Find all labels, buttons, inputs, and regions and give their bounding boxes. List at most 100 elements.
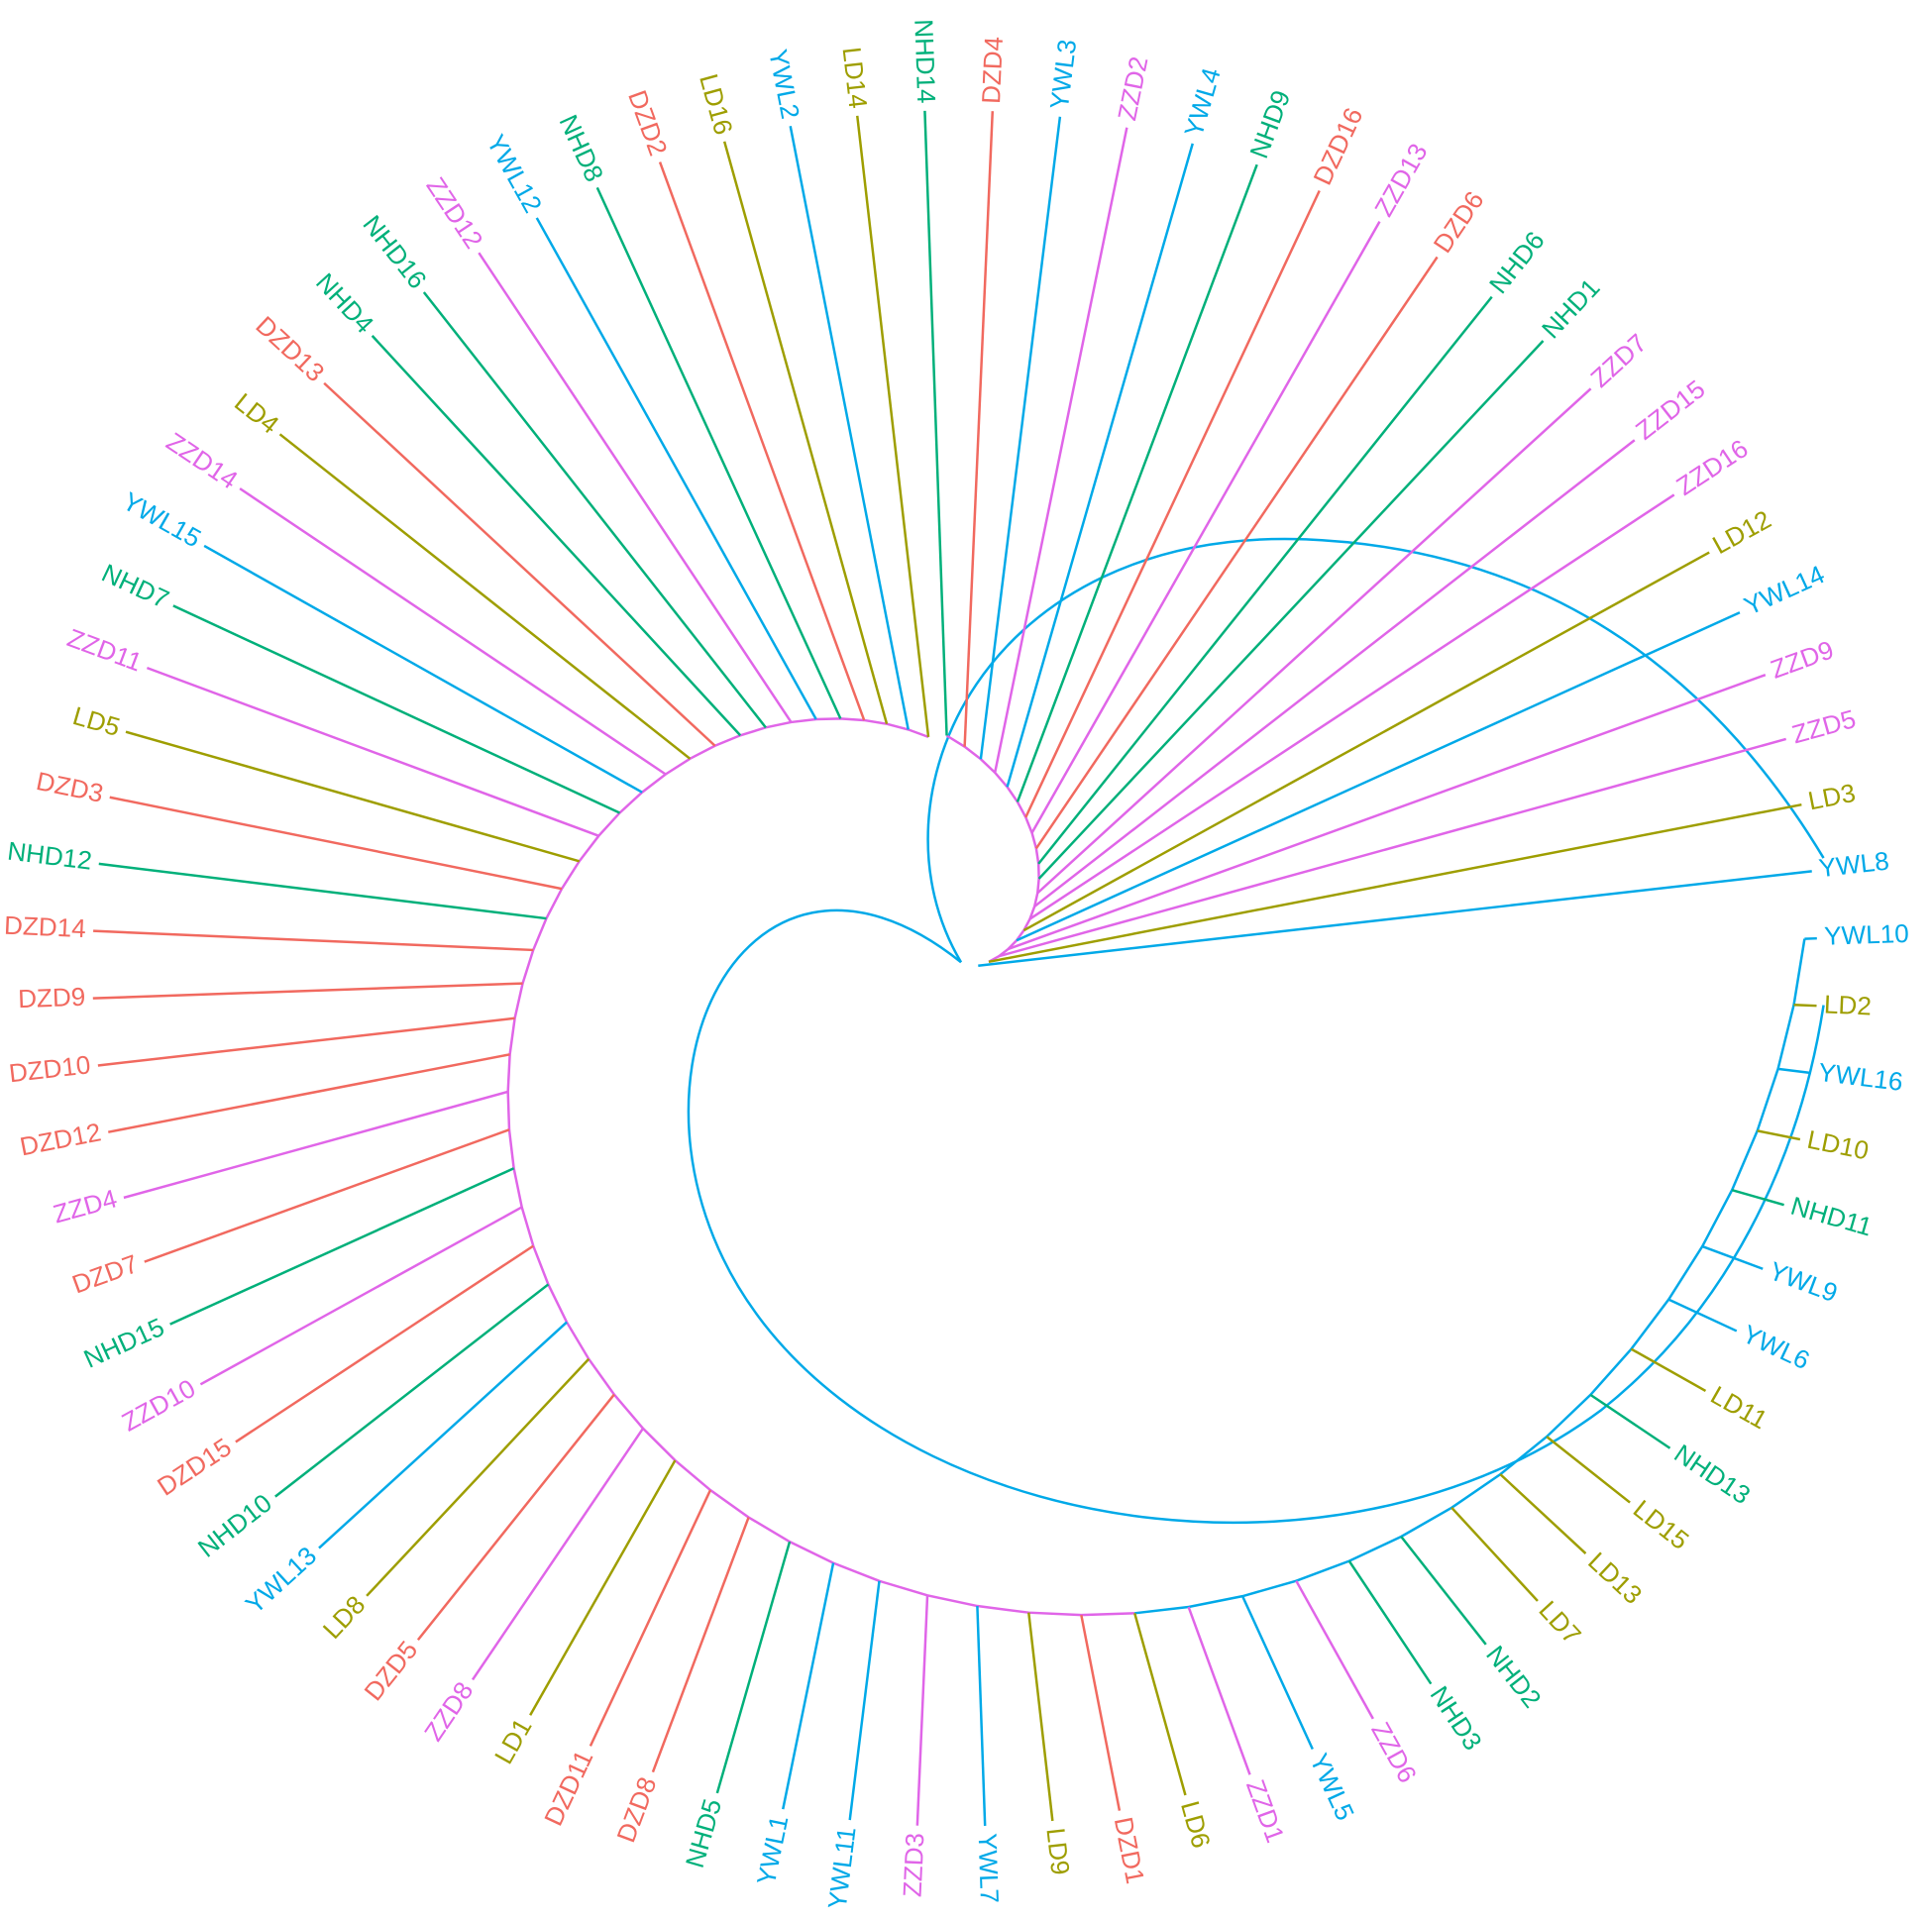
leaf-label: NHD13 bbox=[1668, 1439, 1756, 1510]
leaf-label: NHD3 bbox=[1425, 1680, 1488, 1755]
leaf-label: DZD9 bbox=[18, 982, 86, 1014]
branch bbox=[323, 381, 716, 747]
branch bbox=[923, 110, 948, 736]
branch bbox=[1731, 1188, 1784, 1207]
branch bbox=[422, 291, 767, 729]
leaf-label: DZD7 bbox=[68, 1248, 142, 1299]
branch bbox=[651, 1517, 750, 1773]
branch bbox=[856, 115, 930, 737]
leaf-label: YWL13 bbox=[240, 1541, 322, 1620]
branch bbox=[535, 217, 817, 720]
branch bbox=[146, 666, 599, 837]
tree-backbone bbox=[926, 537, 1825, 963]
leaf-label: NHD1 bbox=[1536, 272, 1605, 344]
branch bbox=[203, 544, 643, 794]
branch bbox=[963, 111, 995, 747]
branch bbox=[1006, 143, 1194, 788]
branch bbox=[108, 1053, 510, 1133]
leaf-label: LD7 bbox=[1533, 1595, 1587, 1650]
branch bbox=[1240, 1595, 1314, 1751]
leaf-label: YWL9 bbox=[1766, 1255, 1842, 1308]
branch bbox=[1133, 1612, 1187, 1796]
branch bbox=[471, 1428, 645, 1681]
leaf-label: LD5 bbox=[69, 700, 123, 742]
branch bbox=[658, 161, 866, 721]
branch bbox=[274, 1283, 550, 1498]
leaf-label: NHD9 bbox=[1243, 86, 1296, 162]
branch bbox=[98, 862, 547, 920]
leaf-label: ZZD6 bbox=[1365, 1717, 1423, 1787]
leaf-label: YWL5 bbox=[1304, 1749, 1360, 1825]
leaf-label: YWL2 bbox=[763, 47, 805, 121]
leaf-label: LD2 bbox=[1823, 989, 1872, 1020]
leaf-label: ZZD7 bbox=[1585, 328, 1653, 393]
leaf-label: ZZD5 bbox=[1788, 703, 1859, 749]
leaf-label: NHD12 bbox=[6, 836, 94, 876]
leaf-label: LD13 bbox=[1582, 1547, 1648, 1610]
branch bbox=[595, 186, 842, 719]
leaf-label: LD4 bbox=[229, 387, 284, 440]
branch bbox=[97, 1016, 515, 1067]
leaf-label: LD9 bbox=[1040, 1826, 1075, 1876]
leaf-label: YWL10 bbox=[1824, 918, 1910, 951]
leaf-label: NHD4 bbox=[310, 267, 379, 339]
leaf-label: ZZD11 bbox=[63, 622, 146, 677]
leaf-label: ZZD14 bbox=[161, 426, 244, 494]
tree-backbone bbox=[945, 734, 1040, 963]
branch bbox=[144, 1128, 510, 1263]
leaf-label: NHD15 bbox=[79, 1312, 168, 1374]
branch bbox=[1022, 551, 1710, 932]
branch bbox=[366, 1357, 590, 1597]
branch bbox=[172, 604, 621, 814]
leaf-label: YWL15 bbox=[118, 485, 206, 553]
leaf-label: DZD16 bbox=[1307, 103, 1368, 189]
branch bbox=[1793, 1003, 1817, 1008]
branch bbox=[1295, 1580, 1374, 1720]
leaf-label: NHD16 bbox=[357, 209, 432, 294]
branch bbox=[371, 335, 742, 737]
leaf-label: YWL14 bbox=[1740, 559, 1829, 621]
leaf-label: NHD14 bbox=[909, 19, 941, 104]
leaf-label: ZZD2 bbox=[1112, 53, 1153, 123]
leaf-label: DZD15 bbox=[152, 1432, 237, 1501]
branch bbox=[1016, 611, 1741, 942]
branch bbox=[1030, 221, 1381, 834]
leaf-label: NHD8 bbox=[553, 110, 609, 186]
branch bbox=[1037, 340, 1545, 880]
leaf-label: LD1 bbox=[488, 1713, 538, 1768]
leaf-label: LD16 bbox=[694, 70, 739, 138]
leaf-label: ZZD4 bbox=[50, 1183, 120, 1228]
branch bbox=[1024, 189, 1321, 818]
leaf-label: LD3 bbox=[1805, 778, 1858, 815]
leaf-label: YWL1 bbox=[751, 1813, 795, 1887]
leaf-label: YWL7 bbox=[973, 1833, 1006, 1904]
branch bbox=[994, 127, 1128, 774]
branch bbox=[1008, 674, 1767, 951]
leaf-label: ZZD8 bbox=[418, 1676, 479, 1747]
leaf-label: ZZD16 bbox=[1670, 433, 1753, 501]
leaf-label: DZD5 bbox=[358, 1635, 423, 1706]
leaf-label: ZZD1 bbox=[1240, 1775, 1291, 1846]
branch bbox=[1450, 1506, 1539, 1602]
branch bbox=[278, 433, 692, 760]
branch bbox=[1187, 1606, 1251, 1775]
branch bbox=[529, 1459, 677, 1716]
leaf-label: YWL16 bbox=[1817, 1057, 1905, 1097]
branch bbox=[848, 1580, 881, 1821]
leaf-label: DZD12 bbox=[18, 1117, 104, 1161]
branch bbox=[998, 737, 1787, 958]
leaf-label: LD12 bbox=[1707, 504, 1775, 560]
branch bbox=[109, 796, 563, 891]
leaf-label: YWL12 bbox=[481, 130, 548, 218]
leaf-label: YWL4 bbox=[1178, 64, 1227, 140]
leaf-label: LD10 bbox=[1805, 1124, 1872, 1166]
leaf-label: DZD2 bbox=[622, 86, 674, 160]
branch bbox=[979, 116, 1062, 760]
leaf-label: ZZD13 bbox=[1368, 139, 1433, 222]
leaf-label: DZD14 bbox=[3, 910, 86, 943]
leaf-label: LD8 bbox=[317, 1590, 372, 1645]
leaf-label: NHD10 bbox=[192, 1488, 277, 1563]
leaf-label: DZD13 bbox=[250, 310, 330, 387]
leaf-label: LD14 bbox=[837, 46, 874, 110]
